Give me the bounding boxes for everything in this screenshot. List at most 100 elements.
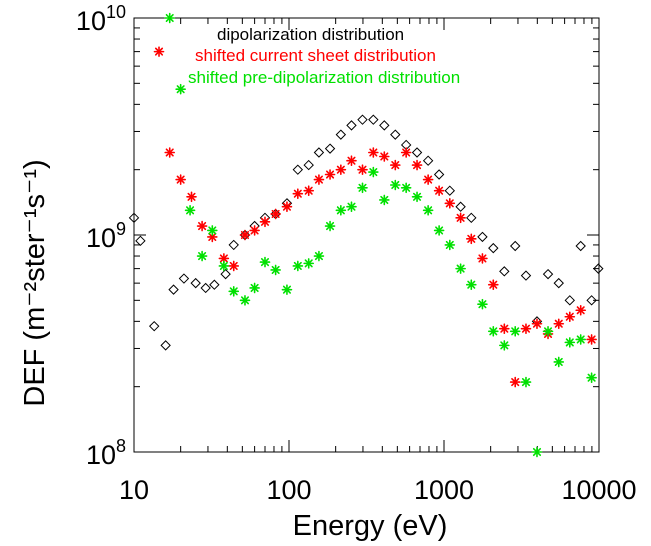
data-point: [586, 372, 597, 383]
data-point: [564, 295, 576, 306]
axis-ticks: [133, 18, 599, 453]
data-point: [487, 325, 499, 337]
data-point: [239, 295, 251, 306]
data-point: [259, 216, 271, 228]
data-point: [389, 179, 401, 191]
data-point: [411, 147, 423, 158]
data-point: [313, 250, 325, 262]
data-point: [379, 151, 390, 162]
data-point: [433, 225, 445, 236]
data-point: [422, 155, 434, 166]
x-axis-label: Energy (eV): [293, 510, 448, 542]
data-point: [433, 185, 445, 197]
data-point: [400, 182, 412, 194]
data-point: [531, 318, 543, 330]
data-point: [444, 197, 456, 209]
data-point: [184, 204, 196, 216]
data-point: [178, 273, 190, 284]
data-point: [228, 239, 239, 251]
data-point: [303, 258, 315, 269]
data-point: [292, 164, 304, 175]
data-point: [313, 147, 325, 158]
data-point: [220, 268, 231, 280]
data-point: [259, 256, 271, 268]
data-point: [324, 143, 336, 154]
data-point: [196, 250, 208, 262]
data-point: [368, 114, 379, 125]
x-tick-label: 100: [266, 475, 311, 505]
data-point: [335, 129, 347, 140]
y-axis-label: DEF (m⁻²ster⁻¹s⁻¹): [19, 159, 51, 406]
data-point: [249, 225, 260, 236]
legend-entry: dipolarization distribution: [217, 25, 404, 44]
data-point: [324, 220, 336, 232]
y-tick-label: 1010: [76, 2, 126, 36]
legend-entry: shifted current sheet distribution: [195, 46, 436, 65]
data-point: [444, 239, 456, 251]
data-point: [346, 120, 357, 131]
data-point: [368, 166, 379, 178]
legend: dipolarization distribution shifted curre…: [188, 25, 460, 87]
data-point: [209, 279, 220, 290]
data-point: [335, 204, 347, 216]
data-point: [175, 174, 186, 185]
data-point: [564, 311, 576, 323]
y-tick-labels: 108 109 1010: [76, 2, 126, 470]
data-point: [553, 277, 564, 289]
data-point: [444, 185, 456, 196]
data-point: [520, 376, 532, 388]
data-point: [465, 233, 477, 245]
data-point: [586, 334, 597, 345]
data-point: [575, 240, 586, 252]
data-point: [218, 260, 230, 272]
legend-entry: shifted pre-dipolarization distribution: [188, 68, 460, 87]
data-point: [270, 208, 281, 220]
data-point: [389, 159, 401, 171]
data-point: [379, 120, 390, 131]
data-point: [433, 169, 445, 180]
data-point: [281, 201, 293, 213]
data-point: [466, 212, 477, 224]
data-point: [160, 340, 171, 351]
data-point: [531, 446, 543, 458]
data-point: [499, 323, 510, 335]
data-point: [335, 164, 347, 175]
data-point: [190, 277, 201, 289]
data-point: [324, 169, 336, 180]
data-point: [520, 323, 532, 335]
data-point: [228, 286, 240, 297]
data-point: [206, 225, 218, 236]
data-point: [575, 304, 587, 316]
data-point: [292, 260, 304, 272]
data-point: [542, 268, 554, 280]
data-point: [270, 264, 281, 276]
data-point: [346, 155, 357, 166]
data-point: [313, 174, 325, 185]
data-point: [303, 159, 314, 171]
data-point: [411, 159, 423, 171]
x-tick-labels: 10 100 1000 10000: [119, 475, 637, 505]
data-point: [148, 320, 160, 332]
data-point: [379, 194, 390, 206]
data-point: [168, 284, 179, 295]
data-point: [455, 201, 466, 212]
data-point: [422, 204, 434, 216]
data-point: [586, 295, 597, 306]
data-point: [228, 260, 240, 272]
data-point: [520, 270, 532, 281]
data-point: [292, 188, 304, 199]
data-point: [135, 235, 146, 247]
data-point: [477, 253, 488, 264]
data-point: [553, 356, 565, 368]
data-point: [477, 231, 488, 243]
data-point: [357, 182, 368, 194]
data-point: [553, 318, 565, 330]
data-point: [455, 212, 466, 224]
data-point: [303, 185, 315, 197]
data-point: [239, 229, 251, 241]
data-point: [488, 242, 499, 254]
data-point: [593, 263, 604, 274]
y-tick-label: 108: [86, 436, 126, 470]
data-point: [400, 147, 412, 158]
